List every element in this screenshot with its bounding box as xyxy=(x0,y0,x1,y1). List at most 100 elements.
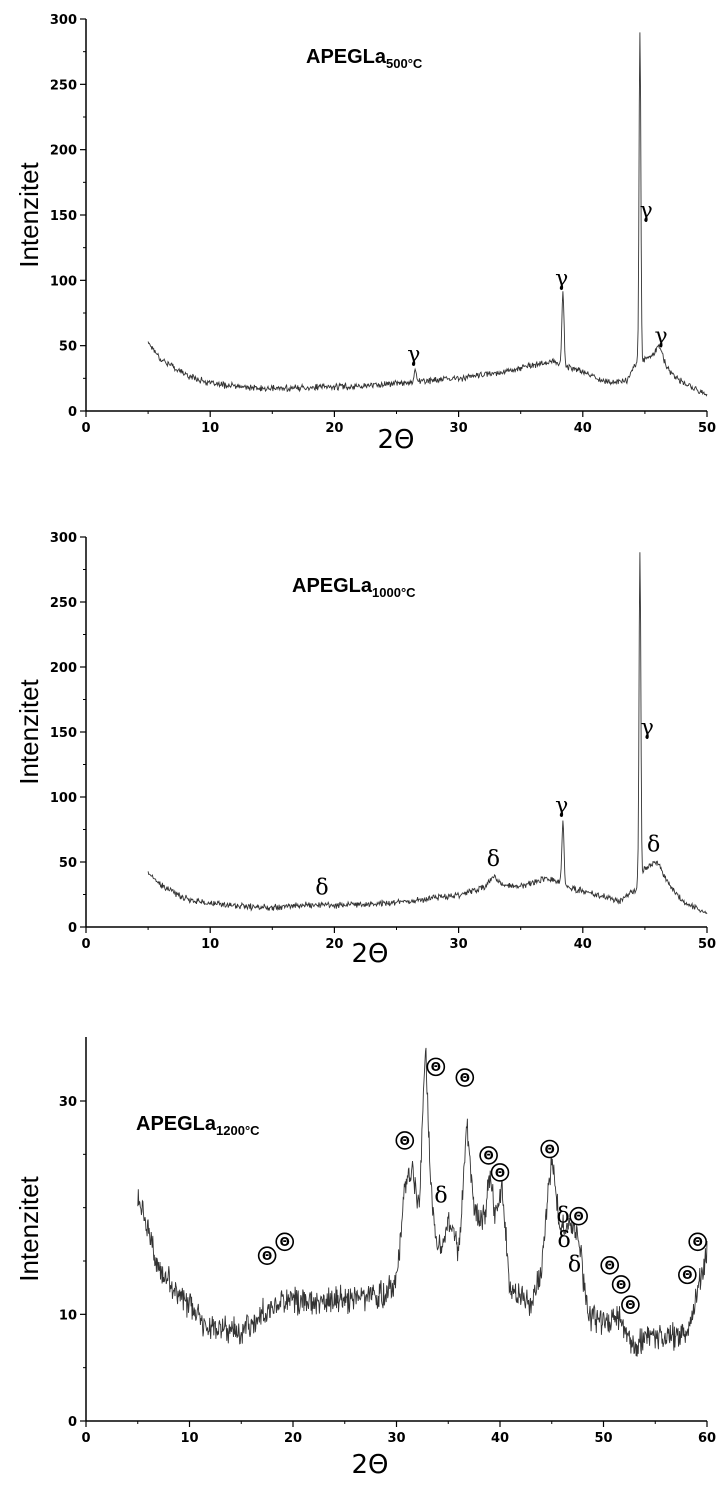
x-axis-label: 2Θ xyxy=(351,1450,388,1480)
x-tick-label: 20 xyxy=(325,937,343,952)
theta-marker-circle xyxy=(479,1146,498,1165)
x-tick-label: 60 xyxy=(698,1431,716,1446)
phase-annotation: δ xyxy=(434,1183,447,1208)
xrd-trace-1200c xyxy=(137,1047,708,1357)
theta-marker-circle xyxy=(275,1232,295,1252)
y-tick-label: 150 xyxy=(50,726,77,741)
theta-phase-marker: Θ xyxy=(678,1265,697,1285)
panel-1000c: 0 50 100 150 200 250 300 0 10 20 30 40 50 δ δ γ γ δ APE… xyxy=(14,531,716,969)
theta-marker-glyph: Θ xyxy=(693,1235,703,1249)
theta-phase-marker: Θ xyxy=(600,1255,620,1275)
xrd-trace-500c xyxy=(147,32,708,397)
phase-annotation: γ xyxy=(640,199,653,224)
x-tick-label: 30 xyxy=(387,1431,405,1446)
theta-marker-circle xyxy=(257,1246,277,1265)
phase-annotation: γ xyxy=(555,794,568,819)
x-tick-label: 20 xyxy=(325,421,343,436)
panel-500c: 0 50 100 150 200 250 300 0 10 20 30 40 50 γ γ γ γ APEG… xyxy=(14,13,716,455)
y-axis-label: Intenzitet xyxy=(14,678,44,784)
x-axis-label: 2Θ xyxy=(351,939,388,969)
y-tick-label: 10 xyxy=(59,1308,77,1323)
phase-annotation: γ xyxy=(641,716,654,741)
x-tick-label: 0 xyxy=(81,1431,90,1446)
theta-marker-glyph: Θ xyxy=(495,1166,505,1180)
y-tick-label: 100 xyxy=(50,791,77,806)
y-tick-label: 300 xyxy=(50,13,77,28)
y-tick-label: 250 xyxy=(50,78,77,93)
theta-marker-circle xyxy=(426,1057,446,1077)
theta-marker-glyph: Θ xyxy=(625,1298,635,1312)
theta-marker-glyph: Θ xyxy=(616,1278,626,1292)
phase-annotation: δ xyxy=(557,1204,570,1229)
y-tick-label: 100 xyxy=(50,274,77,289)
phase-annotation: δ xyxy=(558,1228,571,1253)
theta-phase-marker: Θ xyxy=(395,1131,415,1150)
theta-phase-marker: Θ xyxy=(621,1295,640,1315)
x-tick-label: 50 xyxy=(698,937,716,952)
y-tick-label: 300 xyxy=(50,531,77,546)
x-tick-label: 30 xyxy=(450,421,468,436)
x-tick-label: 10 xyxy=(201,421,219,436)
x-axis-label: 2Θ xyxy=(377,425,414,455)
theta-phase-marker: Θ xyxy=(426,1057,446,1077)
phase-annotation: δ xyxy=(568,1253,581,1278)
theta-marker-glyph: Θ xyxy=(605,1259,615,1273)
theta-marker-glyph: Θ xyxy=(574,1210,584,1224)
theta-marker-glyph: Θ xyxy=(545,1142,555,1156)
x-tick-label: 20 xyxy=(284,1431,302,1446)
y-tick-label: 150 xyxy=(50,209,77,224)
theta-marker-circle xyxy=(600,1255,620,1275)
theta-marker-glyph: Θ xyxy=(400,1134,410,1148)
y-tick-label: 0 xyxy=(68,405,77,420)
y-axis-label: Intenzitet xyxy=(14,161,44,267)
x-tick-label: 10 xyxy=(180,1431,198,1446)
x-tick-label: 30 xyxy=(450,937,468,952)
theta-marker-circle xyxy=(490,1163,510,1182)
x-tick-label: 50 xyxy=(594,1431,612,1446)
theta-marker-glyph: Θ xyxy=(431,1060,441,1074)
phase-annotation: δ xyxy=(315,876,328,901)
y-tick-label: 30 xyxy=(59,1095,77,1110)
theta-phase-marker: Θ xyxy=(479,1146,498,1165)
phase-annotation: γ xyxy=(407,342,420,367)
theta-marker-circle xyxy=(688,1232,707,1252)
y-axis-label: Intenzitet xyxy=(14,1175,44,1281)
theta-phase-marker: Θ xyxy=(611,1275,631,1294)
xrd-trace-1000c xyxy=(147,552,708,915)
theta-marker-circle xyxy=(395,1131,415,1150)
chart-title: APEGLa1200°C xyxy=(136,1113,260,1138)
theta-marker-glyph: Θ xyxy=(280,1235,290,1249)
y-tick-label: 250 xyxy=(50,596,77,611)
y-tick-label: 200 xyxy=(50,661,77,676)
phase-annotation: δ xyxy=(487,847,500,872)
y-tick-label: 0 xyxy=(68,1415,77,1430)
theta-marker-circle xyxy=(569,1206,588,1226)
chart-title: APEGLa1000°C xyxy=(292,575,416,600)
theta-marker-circle xyxy=(455,1068,475,1087)
x-tick-label: 40 xyxy=(574,937,592,952)
theta-phase-marker: Θ xyxy=(275,1232,295,1252)
theta-phase-marker: Θ xyxy=(490,1163,510,1182)
theta-marker-glyph: Θ xyxy=(682,1268,692,1282)
theta-phase-marker: Θ xyxy=(257,1246,277,1265)
phase-annotation: γ xyxy=(555,267,568,292)
theta-phase-marker: Θ xyxy=(455,1068,475,1087)
x-tick-label: 40 xyxy=(491,1431,509,1446)
x-tick-label: 50 xyxy=(698,421,716,436)
x-tick-label: 0 xyxy=(81,937,90,952)
theta-phase-marker: Θ xyxy=(569,1206,588,1226)
theta-phase-marker: Θ xyxy=(688,1232,707,1252)
x-tick-label: 10 xyxy=(201,937,219,952)
y-tick-label: 50 xyxy=(59,340,77,355)
phase-annotation: γ xyxy=(654,324,667,349)
y-tick-label: 0 xyxy=(68,921,77,936)
theta-marker-circle xyxy=(611,1275,631,1294)
y-tick-label: 50 xyxy=(59,856,77,871)
theta-marker-circle xyxy=(678,1265,697,1285)
theta-marker-circle xyxy=(621,1295,640,1315)
x-tick-label: 0 xyxy=(81,421,90,436)
theta-marker-glyph: Θ xyxy=(460,1071,470,1085)
chart-title: APEGLa500°C xyxy=(306,46,423,71)
